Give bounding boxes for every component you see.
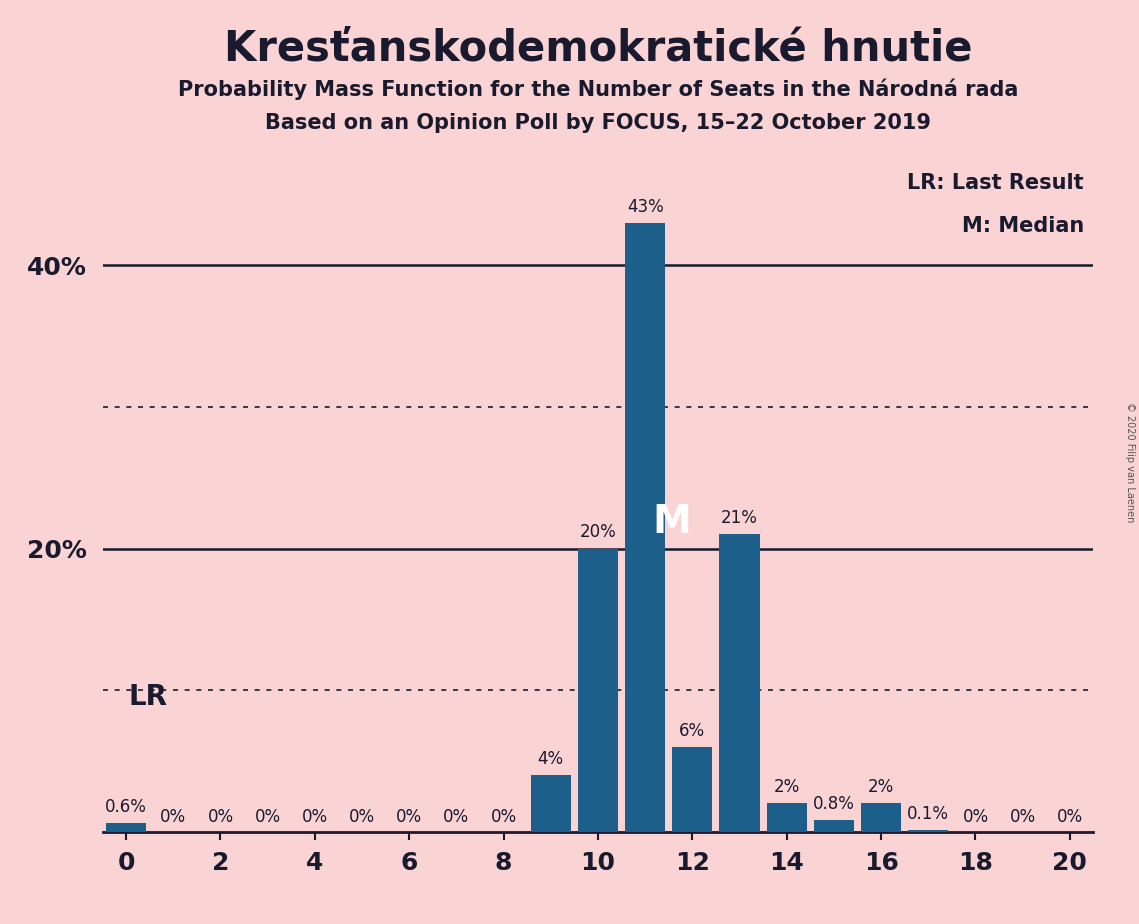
Text: 20%: 20%: [580, 523, 616, 541]
Text: 0%: 0%: [491, 808, 517, 826]
Text: 0%: 0%: [349, 808, 375, 826]
Text: 0%: 0%: [1057, 808, 1083, 826]
Text: Kresťanskodemokratické hnutie: Kresťanskodemokratické hnutie: [223, 28, 973, 69]
Text: 2%: 2%: [773, 778, 800, 796]
Text: 43%: 43%: [626, 198, 664, 216]
Text: M: Median: M: Median: [961, 216, 1084, 236]
Text: 0%: 0%: [1009, 808, 1035, 826]
Text: 0%: 0%: [396, 808, 423, 826]
Bar: [672, 747, 712, 832]
Bar: [861, 803, 901, 832]
Text: 0%: 0%: [207, 808, 233, 826]
Text: 21%: 21%: [721, 509, 757, 528]
Text: 4%: 4%: [538, 750, 564, 768]
Text: M: M: [653, 504, 691, 541]
Bar: [720, 534, 760, 832]
Text: 0%: 0%: [255, 808, 280, 826]
Text: © 2020 Filip van Laenen: © 2020 Filip van Laenen: [1125, 402, 1134, 522]
Text: 0%: 0%: [302, 808, 328, 826]
Bar: [531, 775, 571, 832]
Text: 0.1%: 0.1%: [908, 805, 949, 823]
Text: LR: LR: [129, 683, 167, 711]
Text: Based on an Opinion Poll by FOCUS, 15–22 October 2019: Based on an Opinion Poll by FOCUS, 15–22…: [265, 113, 931, 133]
Text: LR: Last Result: LR: Last Result: [908, 174, 1084, 193]
Text: 0.8%: 0.8%: [813, 796, 855, 813]
Bar: [625, 223, 665, 832]
Text: 2%: 2%: [868, 778, 894, 796]
Bar: [106, 823, 146, 832]
Bar: [767, 803, 806, 832]
Bar: [577, 549, 618, 832]
Text: 0%: 0%: [161, 808, 187, 826]
Text: 0.6%: 0.6%: [105, 798, 147, 816]
Text: Probability Mass Function for the Number of Seats in the Národná rada: Probability Mass Function for the Number…: [178, 79, 1018, 100]
Text: 0%: 0%: [962, 808, 989, 826]
Text: 0%: 0%: [443, 808, 469, 826]
Bar: [908, 830, 949, 832]
Text: 6%: 6%: [679, 722, 705, 739]
Bar: [814, 821, 854, 832]
